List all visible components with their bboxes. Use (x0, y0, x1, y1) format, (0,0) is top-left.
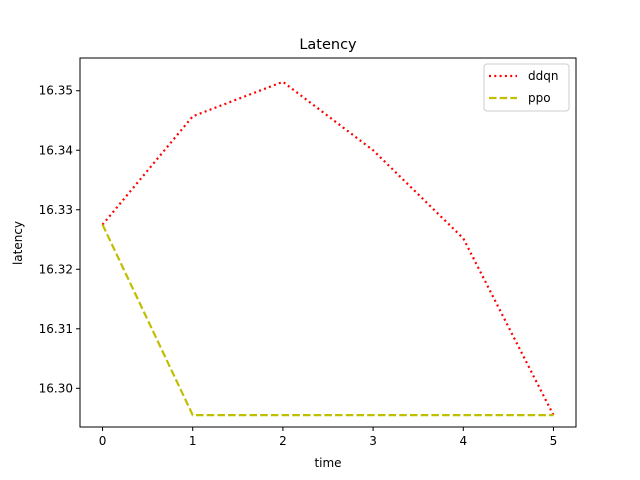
legend-label-ppo: ppo (528, 91, 551, 105)
x-tick-label: 5 (550, 434, 558, 448)
y-tick-label: 16.35 (39, 84, 73, 98)
x-axis-label: time (314, 456, 341, 470)
x-tick-label: 4 (459, 434, 467, 448)
y-axis-label: latency (11, 221, 25, 265)
x-tick-label: 1 (189, 434, 197, 448)
plot-frame (79, 57, 577, 428)
series-line-ppo (101, 224, 554, 417)
y-tick-label: 16.30 (39, 381, 73, 395)
y-axis: 16.30 16.31 16.32 16.33 16.34 16.35 (39, 84, 80, 395)
x-tick-label: 0 (99, 434, 107, 448)
x-axis: 0 1 2 3 4 5 (99, 427, 558, 448)
x-tick-label: 2 (279, 434, 287, 448)
series-layer (101, 80, 555, 417)
series-line-ddqn (101, 80, 555, 416)
y-tick-label: 16.34 (39, 143, 73, 157)
y-tick-label: 16.32 (39, 262, 73, 276)
legend-label-ddqn: ddqn (528, 69, 558, 83)
y-tick-label: 16.31 (39, 322, 73, 336)
legend: ddqn ppo (483, 63, 570, 112)
chart-title: Latency (299, 37, 357, 53)
x-tick-label: 3 (369, 434, 377, 448)
y-tick-label: 16.33 (39, 203, 73, 217)
